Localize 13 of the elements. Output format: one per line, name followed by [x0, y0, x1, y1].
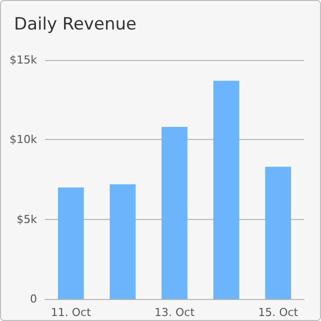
chart-title: Daily Revenue: [14, 14, 136, 34]
bar: [213, 80, 240, 299]
bar: [110, 184, 136, 299]
bar: [162, 126, 188, 299]
x-tick-label: 11. Oct: [50, 306, 92, 319]
y-tick-label: $5k: [16, 212, 38, 226]
y-tick-label: $10k: [10, 133, 38, 146]
y-tick-label: 0: [30, 292, 37, 306]
x-tick-label: 13. Oct: [154, 306, 196, 319]
x-tick-label: 15. Oct: [258, 306, 299, 319]
y-tick-label: $15k: [10, 54, 38, 66]
bar: [58, 187, 84, 299]
bar: [265, 166, 292, 299]
